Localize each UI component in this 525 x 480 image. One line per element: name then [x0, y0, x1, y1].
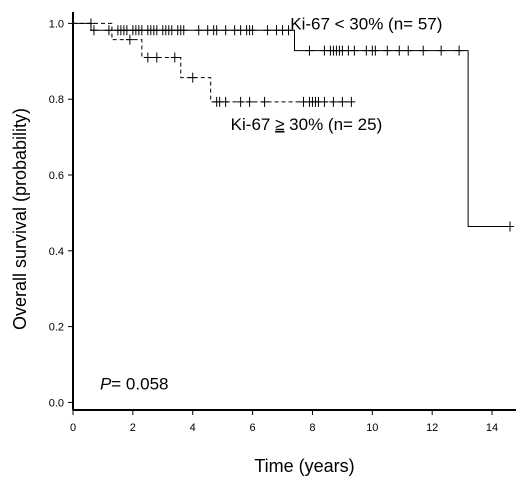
censor-mark: [395, 45, 404, 56]
annotation: Ki-67 ≥ 30% (n= 25): [231, 115, 383, 134]
censor-mark: [455, 45, 464, 56]
censor-mark: [383, 45, 392, 56]
censor-mark: [125, 34, 134, 45]
x-tick-label: 4: [190, 422, 196, 434]
x-tick-label: 12: [426, 422, 438, 434]
censor-mark: [194, 25, 203, 36]
x-axis-ticks: 0 2 4 6 8 10 12 14: [70, 410, 498, 434]
censor-mark: [152, 52, 161, 63]
censor-mark: [245, 96, 254, 107]
censor-mark: [320, 96, 329, 107]
censor-mark: [437, 45, 446, 56]
annotation-text: = 0.058: [111, 374, 168, 393]
x-tick-label: 2: [130, 422, 136, 434]
x-tick-label: 0: [70, 422, 76, 434]
y-tick-label: 1.0: [49, 18, 64, 30]
chart-annotations: Ki-67 < 30% (n= 57) Ki-67 ≥ 30% (n= 25) P=…: [100, 14, 442, 393]
censor-mark: [338, 96, 347, 107]
censor-mark: [263, 25, 272, 36]
p-symbol: P: [100, 374, 112, 393]
censor-mark: [506, 221, 515, 232]
censor-mark: [350, 45, 359, 56]
censor-mark: [221, 96, 230, 107]
censor-mark: [86, 18, 95, 29]
censor-mark: [89, 25, 98, 36]
censor-mark: [329, 96, 338, 107]
censor-mark: [371, 45, 380, 56]
annotation-text: Ki-67 < 30% (n= 57): [290, 14, 442, 33]
annotation-text: 30% (n= 25): [284, 115, 382, 134]
annotation-prefix: Ki-67: [231, 115, 275, 134]
y-tick-label: 0.4: [49, 246, 64, 258]
censor-mark: [170, 52, 179, 63]
censor-mark: [104, 25, 113, 36]
censor-mark: [248, 25, 257, 36]
censor-mark: [188, 72, 197, 83]
x-tick-label: 6: [250, 422, 256, 434]
censor-marks: [86, 18, 515, 232]
censor-mark: [236, 96, 245, 107]
censor-mark: [404, 45, 413, 56]
censor-mark: [212, 25, 221, 36]
y-tick-label: 0.2: [49, 322, 64, 334]
censor-mark: [284, 25, 293, 36]
y-axis-ticks: 0.0 0.2 0.4 0.6 0.8 1.0: [49, 18, 73, 409]
censor-mark: [419, 45, 428, 56]
x-tick-label: 8: [309, 422, 315, 434]
annotation: Ki-67 < 30% (n= 57): [290, 14, 442, 33]
high-ki67-curve: [73, 22, 352, 103]
x-tick-label: 10: [366, 422, 378, 434]
censor-mark: [305, 45, 314, 56]
y-tick-label: 0.6: [49, 170, 64, 182]
y-tick-label: 0.8: [49, 94, 64, 106]
censor-mark: [347, 96, 356, 107]
chart-axes: [72, 12, 516, 411]
y-tick-label: 0.0: [49, 397, 64, 409]
y-axis-title: Overall survival (probability): [10, 108, 30, 330]
censor-mark: [179, 25, 188, 36]
x-tick-label: 14: [486, 422, 498, 434]
censor-mark: [143, 52, 152, 63]
censor-mark: [221, 25, 230, 36]
ge-symbol: ≥: [275, 115, 284, 134]
censor-mark: [260, 96, 269, 107]
x-axis-title: Time (years): [254, 456, 354, 476]
annotation: P= 0.058: [100, 374, 169, 393]
